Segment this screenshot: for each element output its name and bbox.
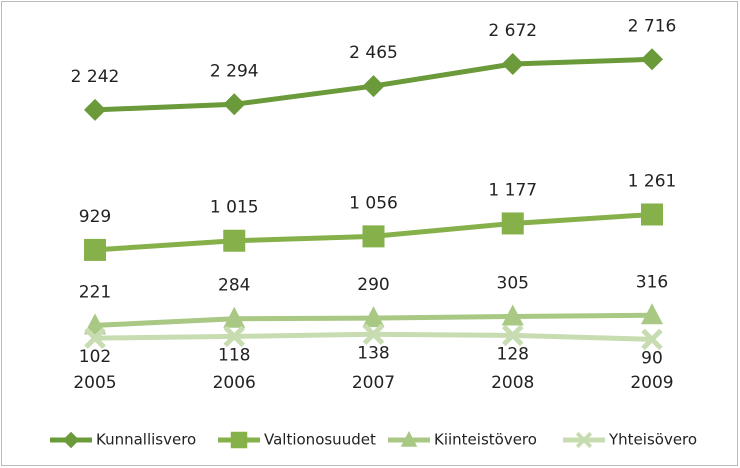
- data-label: 290: [357, 275, 389, 295]
- legend-label: Yhteisövero: [608, 431, 697, 449]
- marker: [641, 203, 663, 226]
- legend-item: Yhteisövero: [563, 431, 697, 449]
- data-label: 284: [218, 276, 250, 296]
- data-label: 102: [79, 347, 111, 367]
- marker: [641, 48, 663, 71]
- legend-label: Valtionosuudet: [264, 431, 376, 449]
- data-label: 2 465: [349, 43, 398, 63]
- data-label: 1 261: [628, 171, 677, 191]
- data-label: 1 015: [210, 198, 259, 218]
- marker: [575, 431, 593, 449]
- data-label: 138: [357, 343, 389, 363]
- data-label: 316: [636, 272, 668, 292]
- legend-item: Kiinteistövero: [388, 431, 537, 449]
- marker: [84, 327, 106, 349]
- marker: [84, 98, 106, 121]
- legend-item: Kunnallisvero: [50, 431, 196, 449]
- data-label: 118: [218, 345, 250, 365]
- legend-label: Kunnallisvero: [96, 431, 196, 449]
- marker: [223, 325, 246, 348]
- data-label: 929: [79, 207, 111, 227]
- marker: [362, 225, 385, 248]
- marker: [501, 324, 524, 347]
- data-label: 2 716: [628, 16, 677, 36]
- marker: [501, 212, 524, 235]
- data-label: 2 672: [488, 21, 537, 41]
- data-label: 128: [497, 344, 529, 364]
- marker: [362, 306, 385, 328]
- marker: [501, 304, 524, 326]
- data-label: 2 294: [210, 61, 259, 81]
- data-label: 305: [497, 273, 529, 293]
- marker: [84, 238, 106, 261]
- legend-label: Kiinteistövero: [434, 431, 537, 449]
- data-label: 2 242: [71, 67, 120, 87]
- marker: [400, 431, 418, 447]
- marker: [223, 93, 246, 116]
- marker: [362, 323, 385, 346]
- marker: [641, 303, 663, 325]
- x-tick-label: 2005: [73, 373, 116, 393]
- legend-item: Valtionosuudet: [218, 431, 376, 449]
- marker: [223, 229, 246, 252]
- x-tick-label: 2008: [491, 373, 534, 393]
- x-tick-label: 2009: [630, 373, 673, 393]
- marker: [362, 75, 385, 98]
- data-label: 1 177: [488, 180, 537, 200]
- data-label: 90: [641, 348, 663, 368]
- marker: [641, 328, 663, 351]
- data-label: 1 056: [349, 193, 398, 213]
- marker: [501, 52, 524, 75]
- marker: [223, 306, 246, 328]
- marker: [62, 431, 80, 449]
- x-tick-label: 2006: [213, 373, 256, 393]
- marker: [230, 431, 248, 449]
- data-label: 221: [79, 282, 111, 302]
- x-tick-label: 2007: [352, 373, 395, 393]
